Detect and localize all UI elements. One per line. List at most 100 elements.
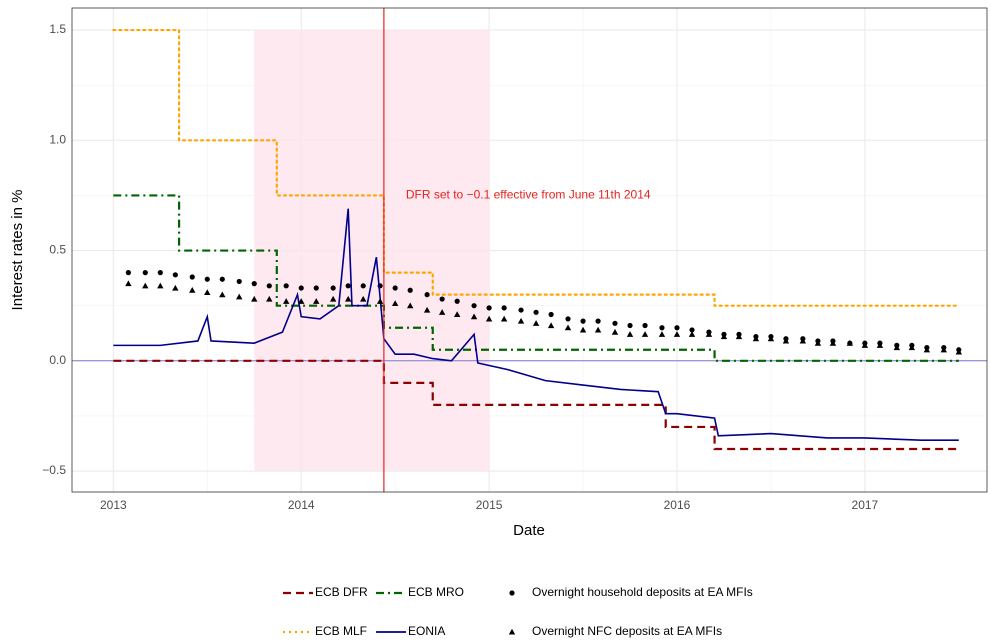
point: [391, 300, 399, 307]
point: [501, 305, 507, 311]
point: [360, 295, 367, 302]
legend-item: Overnight NFC deposits at EA MFIs: [508, 624, 722, 638]
point: [658, 331, 666, 337]
point: [172, 284, 179, 291]
x-tick-label: 2017: [852, 498, 879, 512]
point: [329, 295, 337, 302]
point: [266, 295, 273, 302]
point: [611, 328, 619, 335]
point: [125, 270, 131, 276]
point: [564, 324, 572, 331]
point: [251, 295, 258, 302]
x-tick-label: 2013: [100, 498, 127, 512]
point: [579, 326, 587, 333]
x-tick-label: 2016: [664, 498, 691, 512]
point: [204, 289, 211, 296]
legend-key: [509, 590, 515, 596]
point: [266, 283, 272, 289]
point: [406, 302, 414, 309]
y-tick-label: 0.5: [49, 243, 66, 257]
point: [517, 317, 525, 324]
point: [659, 325, 665, 331]
point: [767, 335, 775, 342]
point: [283, 283, 289, 289]
point: [518, 307, 524, 313]
point: [142, 270, 148, 276]
point: [940, 346, 947, 353]
point: [219, 276, 225, 282]
point: [627, 322, 633, 329]
x-tick-label: 2015: [476, 498, 503, 512]
point: [500, 315, 508, 322]
point: [438, 309, 446, 315]
series-line: [112, 28, 960, 307]
legend-item: ECB DFR: [283, 585, 368, 599]
point: [580, 318, 586, 324]
legend-item: Overnight household deposits at EA MFIs: [509, 585, 753, 599]
point: [142, 282, 149, 289]
point: [376, 298, 384, 304]
point: [533, 309, 539, 315]
point: [547, 322, 555, 329]
point: [219, 291, 226, 298]
point: [689, 327, 695, 333]
point: [595, 318, 601, 324]
point: [313, 298, 320, 304]
point: [439, 296, 445, 302]
point: [453, 311, 461, 318]
point: [612, 320, 618, 326]
point: [330, 285, 336, 291]
point: [532, 320, 540, 326]
legend-label: ECB MLF: [315, 624, 367, 638]
point: [236, 293, 243, 300]
point: [548, 311, 554, 318]
point: [641, 331, 649, 337]
point: [626, 331, 634, 337]
point: [861, 342, 869, 348]
point: [594, 326, 602, 333]
series-line: [113, 194, 959, 362]
point: [908, 344, 916, 351]
point: [392, 285, 398, 291]
point: [313, 285, 319, 291]
y-tick-label: −0.5: [42, 463, 66, 477]
point: [846, 339, 854, 346]
point: [298, 285, 304, 291]
y-tick-label: 1.0: [49, 132, 66, 146]
legend-label: Overnight NFC deposits at EA MFIs: [532, 624, 722, 638]
legend-label: ECB MRO: [408, 585, 464, 599]
shaded-period: [254, 30, 490, 472]
point: [157, 270, 163, 276]
point: [298, 298, 305, 304]
x-tick-label: 2014: [288, 498, 315, 512]
point: [424, 292, 430, 298]
legend-item: EONIA: [376, 624, 445, 638]
series-line: [113, 359, 959, 451]
point: [705, 331, 713, 337]
point: [345, 283, 351, 289]
point: [344, 295, 352, 302]
point: [720, 333, 728, 340]
point: [471, 303, 477, 309]
point: [454, 298, 460, 304]
plot-border: [71, 7, 988, 493]
point: [236, 278, 242, 285]
point: [157, 282, 164, 289]
point: [423, 306, 431, 313]
point: [172, 272, 178, 278]
point: [360, 283, 366, 289]
annotation: DFR set to −0.1 effective from June 11th…: [406, 188, 651, 202]
point: [189, 287, 196, 293]
point: [752, 335, 760, 342]
y-tick-label: 1.5: [49, 22, 66, 36]
point: [642, 322, 648, 329]
point: [251, 281, 257, 287]
point: [470, 313, 478, 320]
point: [782, 337, 790, 344]
legend-item: ECB MRO: [376, 585, 464, 599]
point: [876, 342, 884, 348]
legend-label: ECB DFR: [315, 585, 368, 599]
point: [204, 276, 210, 282]
point: [485, 315, 493, 322]
point: [189, 274, 195, 280]
